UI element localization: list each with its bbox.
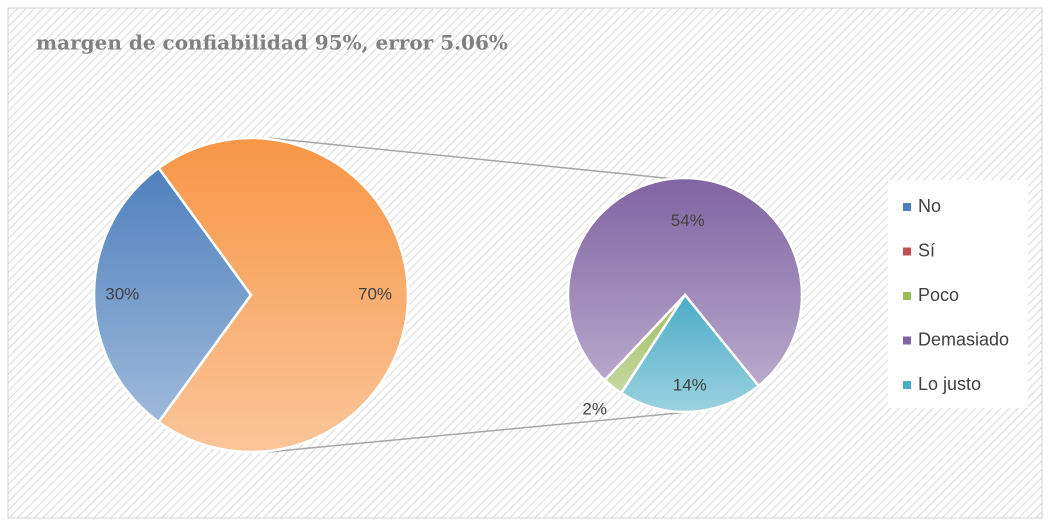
legend-swatch xyxy=(903,203,911,211)
connector-line xyxy=(267,410,701,453)
slice-shade xyxy=(94,167,252,423)
legend-swatch xyxy=(903,381,911,389)
legend-box xyxy=(888,180,1028,408)
slice-shade xyxy=(604,295,685,394)
slice-shade xyxy=(568,178,803,386)
connectors xyxy=(267,137,701,453)
data-label: 54% xyxy=(671,211,705,230)
slice-shade xyxy=(158,137,409,453)
legend-label: Poco xyxy=(918,285,959,305)
legend-swatch xyxy=(903,336,911,345)
legend-label: Demasiado xyxy=(918,329,1009,349)
slice-shade xyxy=(621,295,759,413)
legend-label: Lo justo xyxy=(918,374,981,394)
legend-swatch xyxy=(903,247,911,256)
data-label: 70% xyxy=(358,284,392,303)
connector-line xyxy=(267,137,686,181)
legend-swatch xyxy=(903,292,911,300)
legend-label: No xyxy=(918,196,941,216)
data-label: 30% xyxy=(105,284,139,303)
data-label: 2% xyxy=(582,400,607,419)
legend-label: Sí xyxy=(918,240,935,260)
data-label: 14% xyxy=(673,376,707,395)
chart-title: margen de confiabilidad 95%, error 5.06% xyxy=(36,31,508,55)
